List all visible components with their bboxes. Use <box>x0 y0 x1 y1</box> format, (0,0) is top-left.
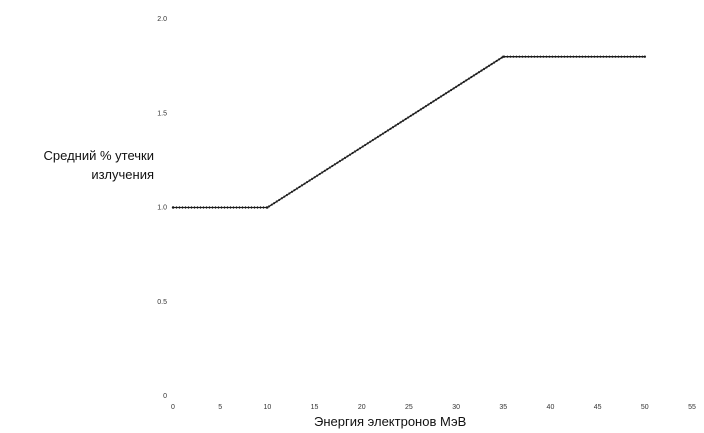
data-point <box>266 206 269 209</box>
y-tick-label: 2.0 <box>157 16 167 23</box>
x-tick-label: 25 <box>405 404 413 411</box>
x-tick-label: 55 <box>688 404 696 411</box>
y-tick-label: 1.0 <box>157 205 167 212</box>
x-tick-label: 35 <box>499 404 507 411</box>
y-tick-label: 1.5 <box>157 110 167 117</box>
y-tick-label: 0.5 <box>157 299 167 306</box>
data-point <box>171 206 175 209</box>
x-axis-title: Энергия электронов МэВ <box>314 414 467 429</box>
x-tick-label: 40 <box>547 404 555 411</box>
y-tick-label: 0 <box>163 393 167 400</box>
x-tick-label: 20 <box>358 404 366 411</box>
y-axis-title: Средний % утечки излучения <box>0 146 154 184</box>
series-line-markers <box>173 55 645 209</box>
x-tick-label: 15 <box>311 404 319 411</box>
series-line <box>173 56 645 209</box>
data-point <box>502 55 505 58</box>
x-tick-label: 30 <box>452 404 460 411</box>
x-tick-label: 10 <box>263 404 271 411</box>
x-tick-label: 50 <box>641 404 649 411</box>
data-point <box>643 55 647 58</box>
y-axis-title-line-1: Средний % утечки <box>43 148 154 163</box>
y-axis-title-line-2: излучения <box>91 167 154 182</box>
x-tick-label: 5 <box>218 404 222 411</box>
x-tick-label: 0 <box>171 404 175 411</box>
x-tick-label: 45 <box>594 404 602 411</box>
